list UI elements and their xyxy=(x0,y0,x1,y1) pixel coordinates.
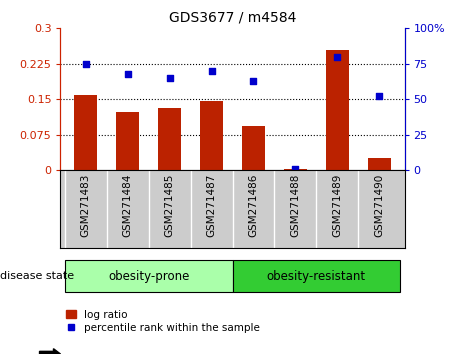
Point xyxy=(334,54,341,59)
Bar xyxy=(326,50,349,170)
Bar xyxy=(116,112,139,170)
Point xyxy=(292,166,299,171)
Text: GSM271489: GSM271489 xyxy=(332,174,342,237)
Text: GSM271486: GSM271486 xyxy=(248,174,259,237)
Text: GSM271484: GSM271484 xyxy=(123,174,133,237)
Bar xyxy=(368,158,391,170)
Point xyxy=(166,75,173,81)
Text: GSM271488: GSM271488 xyxy=(291,174,300,237)
Bar xyxy=(74,95,97,170)
Bar xyxy=(200,101,223,170)
Text: obesity-prone: obesity-prone xyxy=(108,270,189,282)
Point xyxy=(376,93,383,99)
Text: disease state: disease state xyxy=(0,271,74,281)
Bar xyxy=(158,108,181,170)
Bar xyxy=(242,126,265,170)
Text: GSM271483: GSM271483 xyxy=(80,174,91,237)
Text: GSM271490: GSM271490 xyxy=(374,174,385,237)
Point xyxy=(124,71,131,76)
Bar xyxy=(284,169,307,170)
Point xyxy=(250,78,257,84)
Legend: log ratio, percentile rank within the sample: log ratio, percentile rank within the sa… xyxy=(66,310,260,333)
Text: GSM271485: GSM271485 xyxy=(165,174,174,237)
Bar xyxy=(232,260,400,292)
Text: obesity-resistant: obesity-resistant xyxy=(267,270,366,282)
Text: GSM271487: GSM271487 xyxy=(206,174,217,237)
Point xyxy=(208,68,215,74)
Point xyxy=(82,61,89,67)
Bar xyxy=(65,260,232,292)
Title: GDS3677 / m4584: GDS3677 / m4584 xyxy=(169,10,296,24)
